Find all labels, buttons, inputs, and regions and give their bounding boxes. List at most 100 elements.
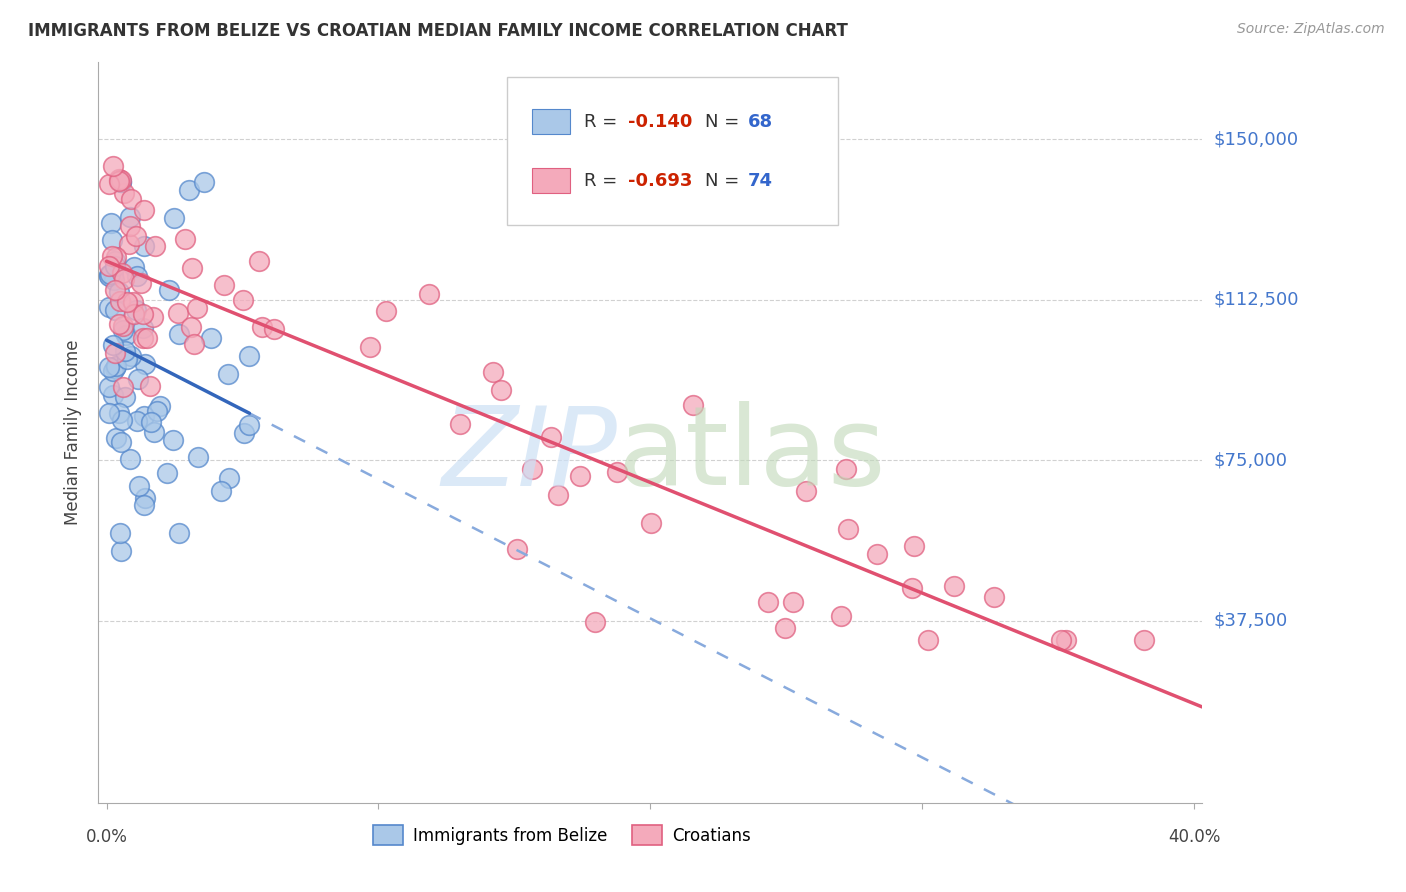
Point bbox=[105, 431, 128, 445]
Point bbox=[139, 415, 162, 429]
Point bbox=[112, 272, 135, 286]
Point bbox=[98, 259, 121, 273]
Point bbox=[136, 331, 159, 345]
Point bbox=[1049, 633, 1071, 648]
Point bbox=[505, 542, 527, 557]
Point bbox=[640, 516, 662, 530]
Point bbox=[98, 268, 121, 283]
Text: $37,500: $37,500 bbox=[1213, 612, 1288, 630]
Text: $150,000: $150,000 bbox=[1213, 130, 1298, 148]
Point bbox=[134, 491, 156, 505]
Point bbox=[212, 278, 235, 293]
Point bbox=[124, 260, 146, 274]
Point bbox=[110, 544, 132, 558]
Point bbox=[128, 479, 150, 493]
Text: -0.140: -0.140 bbox=[628, 112, 693, 130]
Point bbox=[162, 433, 184, 447]
Point bbox=[125, 414, 148, 428]
FancyBboxPatch shape bbox=[533, 169, 569, 194]
Point bbox=[132, 409, 155, 423]
Point bbox=[118, 237, 141, 252]
Point bbox=[773, 621, 796, 635]
Point bbox=[187, 450, 209, 465]
Text: $75,000: $75,000 bbox=[1213, 451, 1288, 469]
Point bbox=[125, 303, 148, 318]
Point bbox=[193, 175, 215, 189]
Point bbox=[110, 293, 132, 308]
Point bbox=[794, 483, 817, 498]
Point bbox=[449, 417, 471, 431]
Point bbox=[134, 357, 156, 371]
Text: -0.693: -0.693 bbox=[628, 172, 693, 190]
Text: atlas: atlas bbox=[617, 401, 886, 508]
Point bbox=[107, 172, 129, 186]
Point bbox=[131, 307, 153, 321]
Text: 68: 68 bbox=[748, 112, 772, 130]
Point bbox=[125, 228, 148, 243]
Point bbox=[756, 595, 779, 609]
Point bbox=[834, 461, 856, 475]
Point bbox=[108, 173, 131, 187]
Text: $112,500: $112,500 bbox=[1213, 291, 1299, 309]
Point bbox=[173, 232, 195, 246]
Point bbox=[900, 581, 922, 595]
Point bbox=[142, 425, 165, 440]
Point bbox=[100, 216, 122, 230]
Text: ZIP: ZIP bbox=[441, 401, 617, 508]
Point bbox=[101, 233, 124, 247]
Point bbox=[104, 359, 127, 374]
Point bbox=[169, 526, 191, 541]
Point bbox=[120, 210, 142, 224]
FancyBboxPatch shape bbox=[506, 78, 838, 226]
Point bbox=[903, 539, 925, 553]
Point bbox=[682, 398, 704, 412]
Text: R =: R = bbox=[583, 172, 623, 190]
Point bbox=[127, 372, 149, 386]
Point bbox=[118, 452, 141, 467]
Point bbox=[108, 317, 131, 331]
Point bbox=[374, 304, 396, 318]
Point bbox=[98, 360, 121, 375]
Point bbox=[125, 268, 148, 283]
Point bbox=[1054, 633, 1077, 648]
Point bbox=[107, 406, 129, 420]
Point bbox=[146, 403, 169, 417]
Point bbox=[104, 259, 127, 273]
Point bbox=[247, 254, 270, 268]
Point bbox=[177, 183, 200, 197]
Text: N =: N = bbox=[706, 112, 745, 130]
Point bbox=[104, 253, 127, 268]
Point bbox=[183, 337, 205, 351]
Point bbox=[122, 295, 145, 310]
Point bbox=[917, 633, 939, 648]
Point bbox=[482, 365, 505, 379]
Point bbox=[110, 175, 132, 189]
Point bbox=[114, 343, 136, 358]
Point bbox=[218, 470, 240, 484]
Text: 0.0%: 0.0% bbox=[86, 828, 128, 846]
Point bbox=[606, 466, 628, 480]
Point bbox=[98, 301, 121, 315]
Point bbox=[104, 283, 127, 297]
Point bbox=[120, 349, 142, 363]
Point bbox=[142, 310, 165, 324]
Point bbox=[263, 322, 285, 336]
Point bbox=[540, 430, 562, 444]
Text: IMMIGRANTS FROM BELIZE VS CROATIAN MEDIAN FAMILY INCOME CORRELATION CHART: IMMIGRANTS FROM BELIZE VS CROATIAN MEDIA… bbox=[28, 22, 848, 40]
Point bbox=[520, 462, 543, 476]
Point bbox=[837, 522, 859, 536]
Point bbox=[359, 340, 381, 354]
Point bbox=[132, 331, 155, 345]
Point bbox=[132, 320, 155, 334]
Point bbox=[942, 579, 965, 593]
Point bbox=[157, 283, 180, 297]
Point bbox=[149, 399, 172, 413]
Point bbox=[156, 466, 179, 480]
Point bbox=[583, 615, 606, 629]
Point bbox=[138, 379, 160, 393]
Point bbox=[103, 268, 125, 282]
Point bbox=[1133, 633, 1156, 648]
Point bbox=[104, 302, 127, 317]
Point bbox=[98, 268, 121, 282]
Legend: Immigrants from Belize, Croatians: Immigrants from Belize, Croatians bbox=[364, 817, 759, 854]
